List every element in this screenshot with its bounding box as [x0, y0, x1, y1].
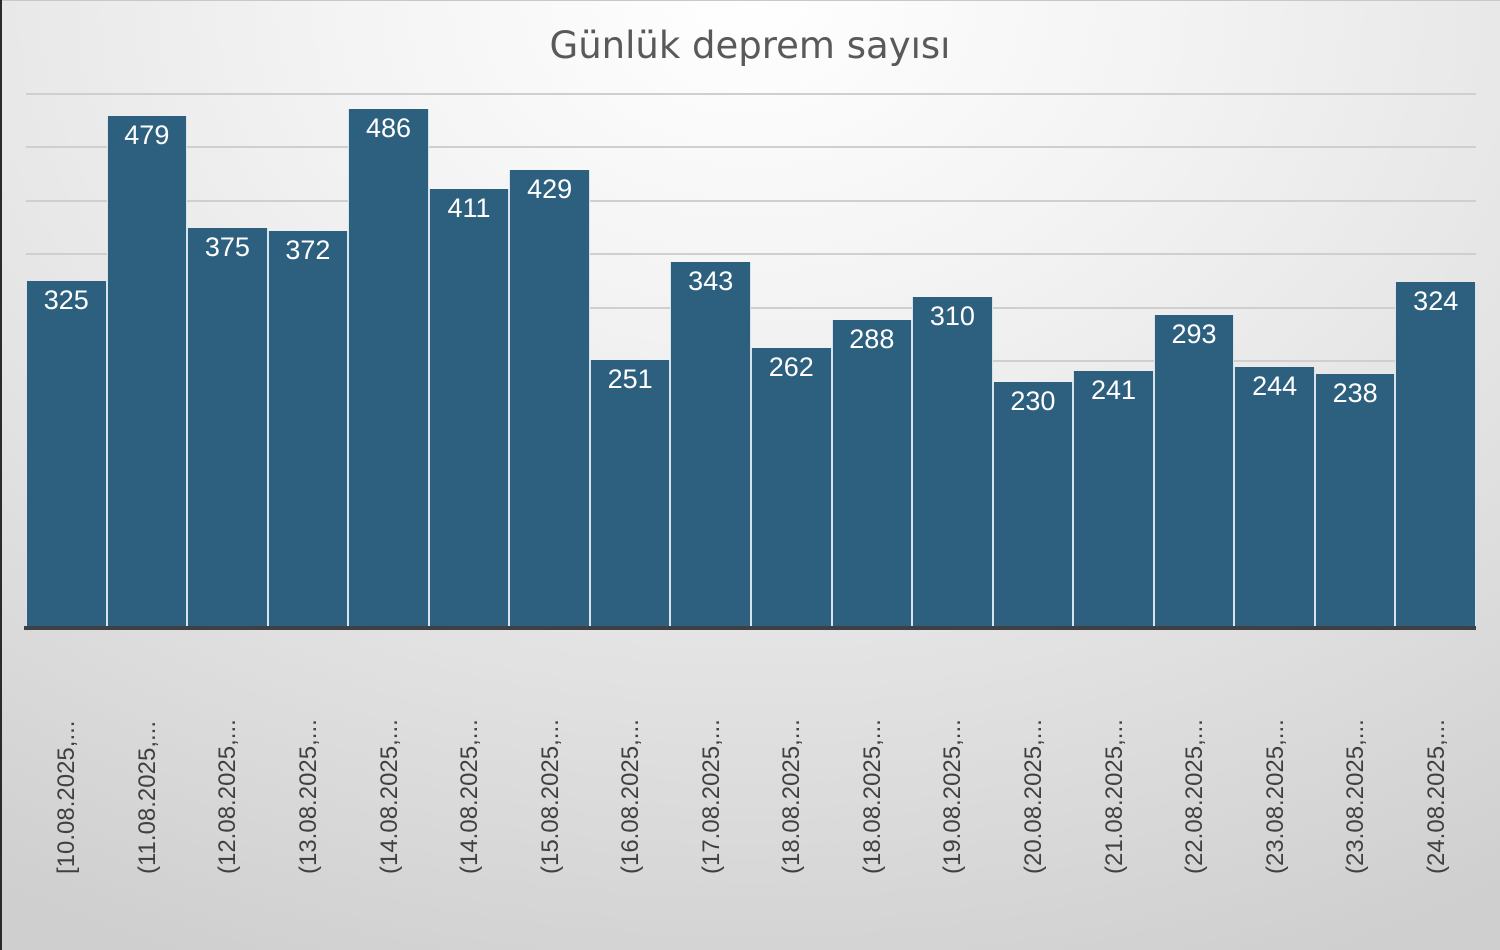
plot-area: 325 479 375 372 486 411 429 251 343 262 288 310 230 2…: [26, 93, 1476, 628]
chart-left-border: [0, 0, 2, 950]
bar-value-label: 325: [43, 284, 89, 315]
x-axis-tick-label: (23.08.2025,...: [1261, 719, 1289, 874]
chart-title: Günlük deprem sayısı: [549, 24, 951, 67]
bar-value-label: 310: [929, 300, 975, 331]
bar-value-label: 230: [1010, 386, 1056, 417]
bar-value-label: 251: [607, 363, 653, 394]
bar[interactable]: 343: [670, 261, 751, 628]
bar-value-label: 375: [204, 231, 250, 262]
bar-value-label: 241: [1090, 374, 1137, 405]
bar-value-label: 429: [527, 173, 573, 204]
bar-value-label: 288: [849, 324, 895, 355]
bar-value-label: 479: [124, 120, 170, 151]
bar[interactable]: 251: [589, 359, 671, 628]
bar-value-label: 324: [1413, 285, 1459, 316]
bar[interactable]: 230: [992, 382, 1074, 628]
bar[interactable]: 241: [1073, 370, 1154, 628]
bar-value-label: 486: [365, 112, 412, 143]
bar[interactable]: 429: [509, 169, 590, 628]
x-axis-tick-label: (17.08.2025,...: [697, 719, 725, 874]
x-axis-tick-label: (20.08.2025,...: [1019, 719, 1047, 874]
bar-value-label: 244: [1252, 371, 1298, 402]
bar[interactable]: 238: [1314, 373, 1396, 628]
x-axis-tick-label: (22.08.2025,...: [1181, 719, 1209, 874]
bar-value-label: 372: [285, 234, 331, 265]
x-axis-tick-label: (15.08.2025,...: [536, 719, 564, 874]
x-axis-tick-label: (19.08.2025,...: [939, 719, 967, 874]
bar-value-label: 262: [768, 352, 814, 383]
bar[interactable]: 375: [187, 227, 268, 628]
bar-value-label: 343: [688, 265, 734, 296]
bar[interactable]: 293: [1153, 315, 1235, 628]
x-axis-tick-label: (23.08.2025,...: [1342, 719, 1370, 874]
bar-value-label: 293: [1171, 319, 1217, 350]
x-axis-line: [24, 626, 1476, 630]
bar[interactable]: 486: [348, 108, 429, 628]
x-axis-tick-label: (16.08.2025,...: [617, 719, 645, 874]
bar[interactable]: 324: [1395, 281, 1476, 628]
gridline: [26, 306, 1476, 309]
chart-top-border: [0, 0, 1500, 1]
bar-value-label: 238: [1332, 377, 1378, 408]
bar[interactable]: 372: [267, 230, 349, 628]
bar[interactable]: 244: [1234, 367, 1315, 628]
x-axis-tick-label: (14.08.2025,...: [456, 719, 484, 874]
bar-value-label: 411: [447, 193, 491, 224]
bar[interactable]: 325: [26, 280, 107, 628]
x-axis-tick-label: (13.08.2025,...: [294, 719, 322, 874]
x-axis-tick-label: (12.08.2025,...: [214, 719, 242, 874]
x-axis-tick-label: (18.08.2025,...: [858, 719, 886, 874]
gridline: [26, 253, 1476, 256]
bar[interactable]: 288: [831, 320, 913, 628]
bar[interactable]: 479: [106, 116, 188, 628]
bar[interactable]: 262: [751, 348, 832, 628]
gridline: [26, 93, 1476, 95]
bar[interactable]: 310: [912, 296, 993, 628]
gridline: [26, 146, 1476, 149]
x-axis-tick-label: [10.08.2025,...: [53, 720, 81, 874]
x-axis-tick-label: (21.08.2025,...: [1100, 719, 1128, 874]
x-axis-tick-label: (18.08.2025,...: [778, 719, 806, 874]
bar[interactable]: 411: [428, 189, 510, 628]
x-axis-tick-label: (11.08.2025,...: [133, 721, 161, 874]
gridline: [26, 199, 1476, 202]
x-axis-tick-label: (14.08.2025,...: [375, 719, 403, 874]
x-axis-tick-label: (24.08.2025,...: [1422, 719, 1450, 874]
